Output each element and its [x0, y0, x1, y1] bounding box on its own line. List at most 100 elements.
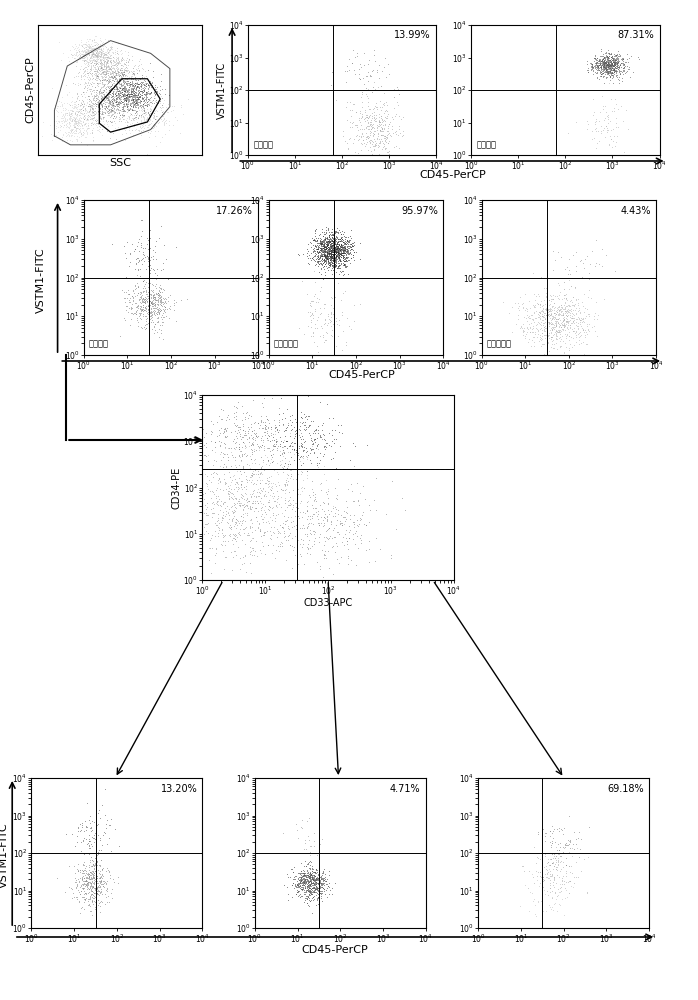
Point: [103, 88, 114, 104]
Point: [545, 331, 556, 347]
Point: [558, 345, 570, 361]
Point: [133, 63, 144, 79]
Point: [214, 520, 225, 536]
Point: [211, 490, 222, 506]
Point: [339, 242, 350, 258]
Point: [330, 254, 341, 270]
Point: [73, 68, 84, 84]
Point: [362, 130, 373, 146]
Point: [96, 72, 107, 88]
Point: [117, 68, 128, 84]
Point: [84, 75, 96, 91]
Point: [315, 428, 326, 444]
Point: [131, 104, 142, 120]
Point: [89, 100, 101, 116]
Point: [81, 126, 92, 142]
Point: [158, 111, 170, 127]
Point: [364, 52, 375, 68]
Point: [323, 228, 334, 244]
Point: [279, 422, 290, 438]
Point: [340, 242, 351, 258]
Point: [91, 48, 103, 64]
Point: [239, 547, 251, 563]
Point: [77, 833, 88, 849]
Point: [98, 100, 110, 116]
Point: [101, 84, 112, 100]
Point: [205, 466, 216, 482]
Point: [83, 896, 94, 912]
Point: [323, 239, 334, 255]
Point: [91, 72, 102, 88]
Point: [549, 896, 560, 912]
Point: [111, 87, 122, 103]
Point: [304, 870, 315, 886]
Point: [120, 84, 131, 100]
Point: [278, 439, 289, 455]
Point: [223, 483, 234, 499]
Point: [329, 231, 340, 247]
Point: [104, 64, 115, 80]
Point: [625, 48, 637, 64]
Point: [551, 328, 563, 344]
Point: [542, 304, 554, 320]
Point: [517, 299, 528, 315]
Point: [311, 221, 322, 237]
Point: [605, 131, 616, 147]
Point: [109, 57, 120, 73]
Point: [314, 875, 325, 891]
Point: [72, 834, 83, 850]
Point: [353, 112, 364, 128]
Point: [293, 870, 304, 886]
Point: [351, 475, 362, 491]
Point: [83, 880, 94, 896]
Point: [79, 862, 90, 878]
Point: [124, 96, 135, 112]
Point: [336, 240, 348, 256]
Point: [126, 73, 138, 89]
Point: [328, 242, 339, 258]
Point: [148, 95, 159, 111]
Point: [560, 863, 572, 879]
Point: [330, 237, 341, 253]
Point: [84, 88, 95, 104]
Point: [202, 495, 213, 511]
Point: [78, 60, 89, 76]
Point: [230, 476, 241, 492]
Point: [87, 108, 98, 124]
Point: [579, 346, 590, 362]
Point: [97, 50, 108, 66]
Point: [239, 445, 251, 461]
Point: [240, 485, 251, 501]
Point: [343, 131, 355, 147]
Point: [202, 515, 214, 531]
Point: [607, 56, 618, 72]
Point: [85, 50, 96, 66]
Point: [346, 115, 357, 131]
Point: [73, 873, 84, 889]
Point: [313, 517, 325, 533]
Point: [539, 292, 550, 308]
Point: [228, 467, 239, 483]
Point: [72, 856, 83, 872]
Point: [296, 812, 307, 828]
Point: [524, 310, 535, 326]
Point: [279, 432, 290, 448]
Point: [327, 239, 338, 255]
Point: [318, 872, 329, 888]
Point: [326, 246, 337, 262]
Point: [77, 126, 89, 142]
Point: [71, 113, 82, 129]
Point: [377, 141, 388, 157]
Point: [144, 308, 156, 324]
Point: [95, 54, 106, 70]
Point: [80, 48, 91, 64]
Point: [569, 325, 580, 341]
Point: [307, 875, 318, 891]
Point: [551, 311, 563, 327]
Point: [135, 75, 146, 91]
Point: [176, 292, 187, 308]
Point: [90, 104, 101, 120]
Point: [233, 439, 244, 455]
Point: [567, 323, 579, 339]
Point: [237, 446, 248, 462]
